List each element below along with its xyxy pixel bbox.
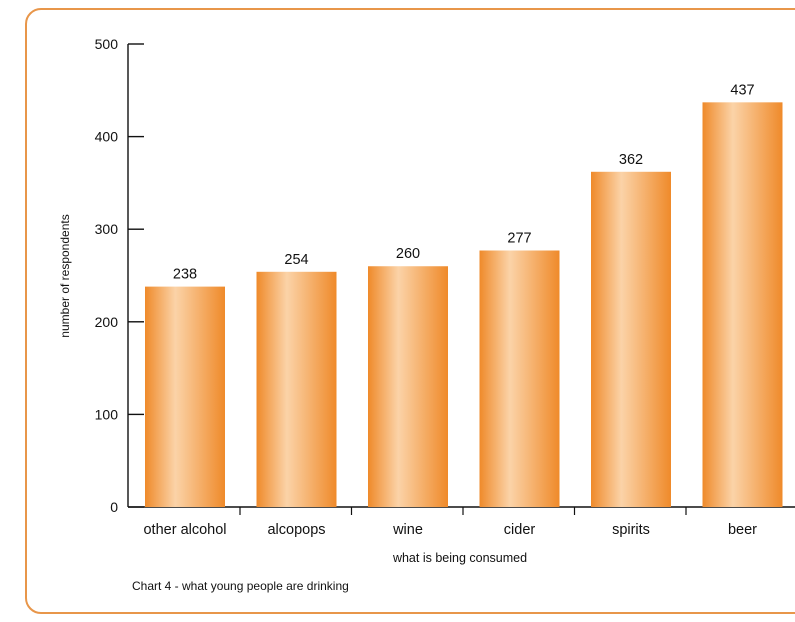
x-tick-label: wine [392, 522, 423, 538]
bar-value-label: 254 [284, 252, 308, 268]
y-tick-label: 100 [95, 406, 119, 422]
bar-value-label: 238 [173, 267, 197, 283]
x-tick-label: spirits [612, 522, 650, 538]
bars [145, 102, 783, 508]
bar [702, 102, 783, 507]
x-axis-label: what is being consumed [392, 551, 527, 565]
chart-caption: Chart 4 - what young people are drinking [132, 579, 349, 593]
bar [145, 286, 225, 507]
x-tick-label: cider [504, 522, 536, 538]
bar [591, 171, 671, 507]
bar [256, 271, 337, 507]
chart-frame [25, 8, 795, 614]
y-tick-label: 300 [95, 221, 119, 237]
y-tick-label: 500 [95, 36, 119, 52]
bar-value-label: 437 [730, 82, 754, 98]
y-axis-label: number of respondents [58, 214, 72, 337]
y-tick-label: 200 [95, 314, 119, 330]
x-tick-label: beer [728, 522, 757, 538]
y-tick-label: 0 [110, 499, 118, 515]
bar-value-label: 277 [507, 230, 531, 246]
axes: 0 100 200 300 400 500 [95, 36, 795, 515]
x-tick-label: other alcohol [143, 522, 226, 538]
bar [479, 250, 560, 508]
y-tick-label: 400 [95, 129, 119, 145]
bar-value-label: 260 [396, 246, 420, 262]
bar-value-label: 362 [619, 152, 643, 168]
bar [368, 266, 448, 507]
x-tick-label: alcopops [267, 522, 325, 538]
labels: 238 other alcohol 254 alcopops 260 wine 277 cid… [143, 82, 757, 538]
